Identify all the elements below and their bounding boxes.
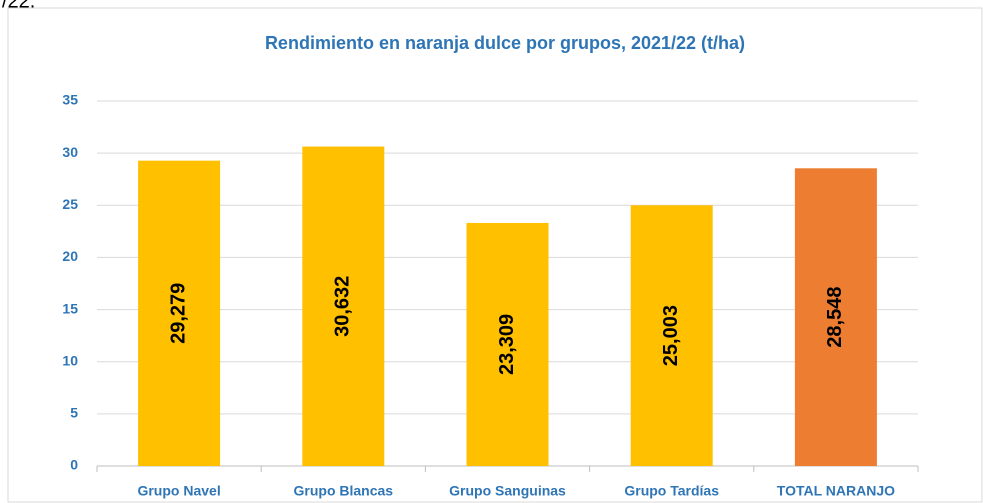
value-label: 25,003 bbox=[660, 305, 682, 366]
y-tick-label: 0 bbox=[70, 457, 78, 473]
value-label: 28,548 bbox=[824, 287, 846, 348]
y-tick-label: 35 bbox=[62, 92, 78, 108]
y-tick-label: 10 bbox=[62, 352, 78, 368]
bar bbox=[630, 205, 713, 466]
value-label: 29,279 bbox=[167, 283, 189, 344]
x-tick-label: TOTAL NARANJO bbox=[777, 483, 895, 499]
value-label: 23,309 bbox=[496, 314, 518, 375]
y-tick-label: 25 bbox=[62, 196, 78, 212]
y-tick-label: 5 bbox=[70, 405, 78, 421]
bar bbox=[466, 222, 549, 466]
chart-title: Rendimiento en naranja dulce por grupos,… bbox=[265, 33, 745, 53]
y-tick-label: 20 bbox=[62, 248, 78, 264]
y-tick-label: 30 bbox=[62, 144, 78, 160]
page-fragment: /22. bbox=[2, 0, 35, 12]
bar bbox=[794, 168, 877, 466]
bar bbox=[138, 160, 221, 466]
x-tick-label: Grupo Navel bbox=[137, 483, 220, 499]
x-tick-label: Grupo Sanguinas bbox=[449, 483, 566, 499]
value-label: 30,632 bbox=[332, 276, 354, 337]
x-tick-label: Grupo Blancas bbox=[294, 483, 394, 499]
y-tick-label: 15 bbox=[62, 300, 78, 316]
x-tick-label: Grupo Tardías bbox=[624, 483, 719, 499]
bar bbox=[302, 146, 385, 466]
